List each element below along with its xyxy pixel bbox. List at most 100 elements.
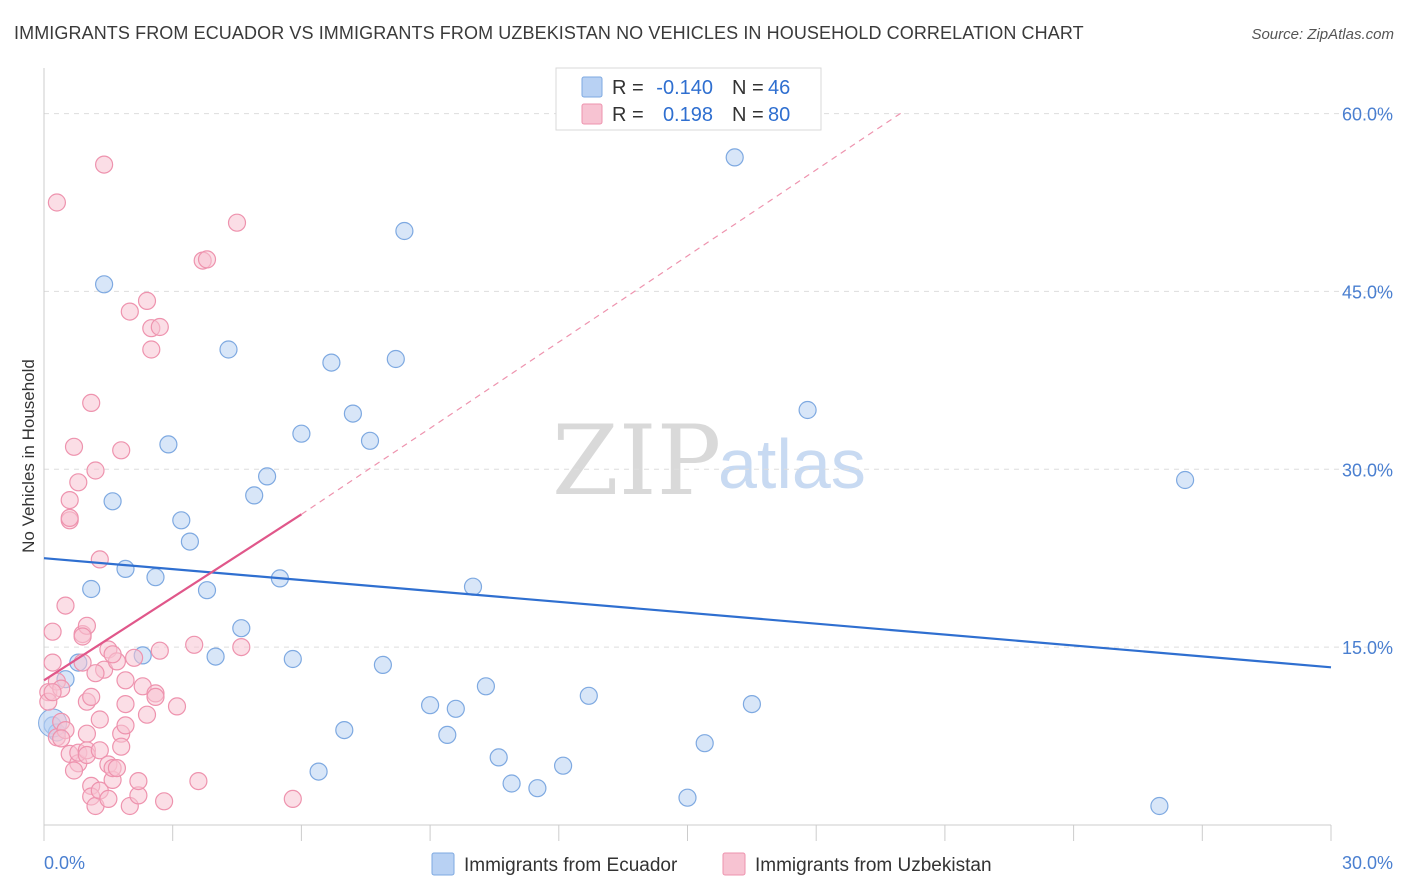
uzbekistan-point-46	[116, 671, 135, 690]
y-tick-label-1: 30.0%	[1342, 460, 1393, 480]
uzbekistan-point-69	[227, 213, 247, 232]
ecuador-point-13	[197, 581, 217, 600]
y-axis-label: No Vehicles in Household	[19, 359, 38, 553]
ecuador-point-31	[438, 725, 457, 745]
uzbekistan-point-71	[283, 789, 302, 809]
ecuador-point-37	[528, 779, 547, 798]
ecuador-point-35	[489, 748, 508, 767]
series-uzbekistan-points	[39, 155, 302, 816]
ecuador-point-28	[386, 349, 405, 369]
uzbekistan-point-64	[167, 697, 187, 716]
ecuador-point-15	[219, 340, 238, 359]
uzbekistan-point-62	[150, 317, 169, 337]
ecuador-trend-line	[43, 557, 1332, 669]
grid-lines	[44, 113, 1392, 648]
uzbekistan-point-50	[120, 302, 139, 321]
legend-swatch-uzbekistan	[581, 103, 603, 125]
ecuador-point-21	[292, 424, 311, 443]
uzbekistan-point-79	[112, 737, 131, 756]
uzbekistan-point-48	[116, 716, 135, 735]
ecuador-point-14	[206, 647, 225, 666]
uzbekistan-point-25	[82, 393, 101, 412]
ecuador-point-18	[258, 467, 277, 486]
ecuador-point-38	[553, 756, 573, 775]
uzbekistan-point-31	[90, 550, 109, 569]
ecuador-point-26	[360, 431, 380, 450]
watermark-atlas: atlas	[718, 425, 866, 503]
uzbekistan-point-68	[197, 250, 217, 269]
legend-r-value-uzbekistan: 0.198	[663, 104, 713, 126]
uzbekistan-point-28	[82, 687, 101, 707]
legend-n-value-ecuador: 46	[768, 77, 790, 99]
ecuador-point-10	[159, 435, 178, 454]
uzbekistan-point-70	[232, 637, 251, 657]
uzbekistan-point-75	[64, 761, 84, 780]
legend-n-label-uzbekistan: N =	[732, 104, 764, 126]
uzbekistan-point-60	[146, 687, 165, 707]
ecuador-point-41	[695, 734, 714, 753]
correlation-legend: R = -0.140 N = 46 R = 0.198 N = 80	[555, 67, 822, 131]
uzbekistan-point-72	[47, 193, 67, 212]
bottom-legend-swatch-ecuador	[431, 852, 455, 876]
uzbekistan-point-34	[90, 710, 109, 729]
uzbekistan-point-57	[142, 340, 161, 359]
uzbekistan-point-37	[99, 789, 118, 809]
uzbekistan-point-14	[64, 437, 84, 456]
uzbekistan-trend-line	[43, 513, 302, 682]
chart-source: Source: ZipAtlas.com	[1251, 26, 1394, 43]
watermark-zip: ZIP	[552, 405, 721, 517]
ecuador-point-42	[725, 148, 744, 167]
ecuador-point-40	[678, 788, 697, 807]
ecuador-point-39	[579, 686, 598, 705]
uzbekistan-point-73	[73, 627, 92, 646]
bottom-legend-label-uzbekistan: Immigrants from Uzbekistan	[755, 855, 992, 876]
uzbekistan-point-78	[52, 729, 71, 748]
uzbekistan-point-32	[90, 741, 109, 760]
series-legend: Immigrants from Ecuador Immigrants from …	[431, 852, 992, 876]
uzbekistan-point-30	[86, 461, 105, 480]
uzbekistan-point-43	[107, 758, 127, 778]
ecuador-point-29	[395, 221, 414, 241]
uzbekistan-point-16	[69, 473, 88, 492]
uzbekistan-point-53	[129, 771, 148, 791]
legend-swatch-ecuador	[581, 76, 603, 98]
uzbekistan-point-77	[86, 664, 105, 683]
chart-title: IMMIGRANTS FROM ECUADOR VS IMMIGRANTS FR…	[14, 23, 1084, 43]
x-tick-label-0: 0.0%	[44, 853, 85, 873]
uzbekistan-point-51	[125, 648, 144, 667]
ecuador-point-30	[421, 696, 440, 715]
ecuador-point-44	[798, 400, 817, 420]
uzbekistan-point-3	[43, 653, 62, 672]
legend-r-value-ecuador: -0.140	[656, 77, 713, 99]
uzbekistan-point-11	[60, 491, 79, 510]
uzbekistan-point-55	[137, 291, 157, 310]
ecuador-point-5	[94, 275, 114, 294]
ecuador-point-24	[335, 720, 354, 740]
trend-lines	[43, 111, 1332, 682]
y-tick-label-2: 45.0%	[1342, 282, 1393, 302]
ecuador-point-17	[245, 486, 264, 505]
legend-r-label-uzbekistan: R =	[612, 104, 644, 126]
bottom-legend-swatch-uzbekistan	[722, 852, 746, 876]
ecuador-point-22	[309, 762, 328, 781]
ecuador-point-45	[1175, 470, 1195, 490]
ecuador-point-34	[476, 677, 495, 696]
uzbekistan-point-8	[56, 596, 75, 615]
uzbekistan-point-13	[60, 508, 79, 528]
uzbekistan-point-35	[94, 155, 114, 174]
uzbekistan-point-44	[112, 441, 131, 460]
uzbekistan-point-66	[189, 771, 208, 791]
uzbekistan-point-61	[150, 641, 169, 660]
uzbekistan-point-21	[77, 724, 97, 743]
ecuador-point-12	[180, 532, 199, 551]
x-tick-label-1: 30.0%	[1342, 853, 1393, 873]
legend-n-label-ecuador: N =	[732, 77, 764, 99]
y-tick-label-0: 15.0%	[1342, 638, 1393, 658]
bottom-legend-label-ecuador: Immigrants from Ecuador	[464, 855, 678, 876]
uzbekistan-point-63	[155, 792, 174, 811]
ecuador-point-16	[232, 619, 251, 638]
ecuador-point-11	[172, 511, 191, 530]
y-tick-labels: 15.0% 30.0% 45.0% 60.0%	[1342, 105, 1393, 659]
uzbekistan-point-76	[103, 645, 122, 664]
ecuador-point-36	[502, 774, 521, 793]
